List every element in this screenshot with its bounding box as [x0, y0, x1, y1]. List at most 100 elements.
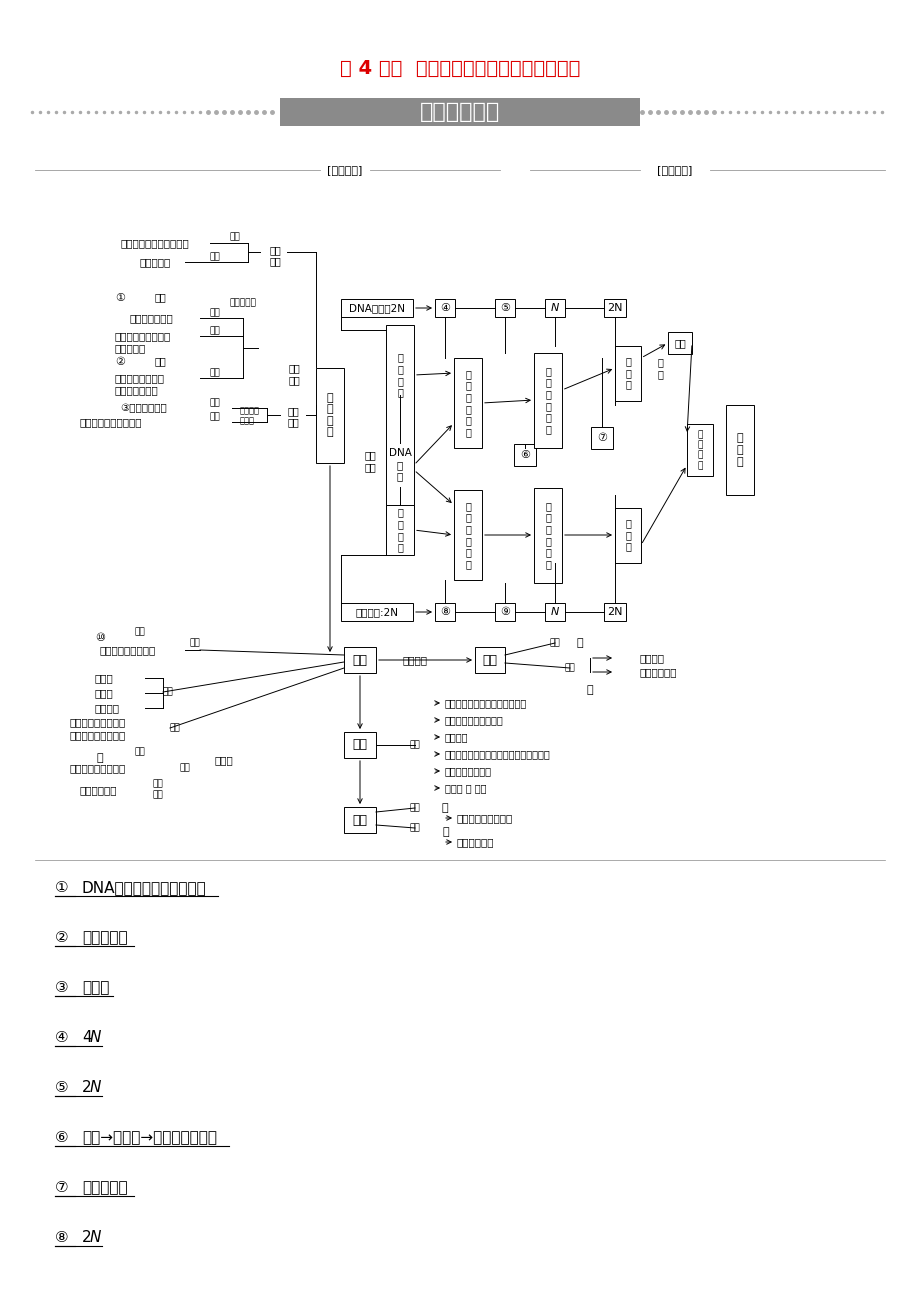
Text: 形成不同组织和器官: 形成不同组织和器官	[100, 644, 156, 655]
Bar	[344, 807, 376, 833]
Text: 证明: 证明	[153, 790, 164, 799]
Text: ⑦: ⑦	[55, 1181, 69, 1195]
Text: 细胞膜通透性改变: 细胞膜通透性改变	[445, 766, 492, 776]
Text: 植物组织培养: 植物组织培养	[80, 785, 118, 796]
Text: 稳定性: 稳定性	[95, 687, 114, 698]
Bar	[453, 490, 482, 579]
Text: 前期: 前期	[210, 398, 221, 408]
Text: 特征: 特征	[409, 741, 420, 750]
Text: ⑪: ⑪	[96, 753, 103, 763]
Text: 两个子细胞中去: 两个子细胞中去	[115, 385, 159, 395]
Text: ⑥: ⑥	[519, 450, 529, 460]
Text: ⑧: ⑧	[55, 1230, 69, 1246]
Text: 后期: 后期	[154, 355, 165, 366]
Text: 精
原
细
胞: 精 原 细 胞	[397, 353, 403, 397]
Text: ⑥: ⑥	[55, 1130, 69, 1146]
Text: ⑭降低，呼吸速率减慢: ⑭降低，呼吸速率减慢	[445, 715, 504, 725]
Text: 前期: 前期	[210, 309, 221, 318]
Text: 癌变: 癌变	[482, 654, 497, 667]
Bar	[474, 647, 505, 673]
Text: 染色体的着丝点排列: 染色体的着丝点排列	[115, 331, 171, 341]
Bar	[494, 299, 515, 316]
Text: DNA
复
制: DNA 复 制	[388, 448, 411, 482]
Text: 胞区别: 胞区别	[240, 417, 255, 426]
Text: 分裂: 分裂	[288, 375, 300, 385]
Text: 特征: 特征	[564, 664, 574, 673]
Bar	[386, 505, 414, 555]
Text: 减数: 减数	[364, 450, 376, 460]
Bar	[544, 603, 564, 621]
Bar	[298, 102, 621, 109]
Bar	[686, 424, 712, 477]
Text: N: N	[90, 1081, 101, 1095]
Text: 单元网络构建: 单元网络构建	[419, 102, 500, 122]
Text: 卵
原
细
胞: 卵 原 细 胞	[397, 508, 403, 552]
Text: ③形成机制不同: ③形成机制不同	[119, 404, 166, 413]
Text: 水分减少，体积变小，代谢减慢: 水分减少，体积变小，代谢减慢	[445, 698, 527, 708]
Text: 2: 2	[82, 1230, 92, 1246]
Bar	[604, 299, 625, 316]
Text: 细胞核体积增大，核膜皱折，染色质固缩: 细胞核体积增大，核膜皱折，染色质固缩	[445, 749, 550, 759]
Bar	[279, 98, 640, 126]
Text: 特征: 特征	[230, 233, 240, 241]
Text: 着丝点分裂: 着丝点分裂	[82, 931, 128, 945]
Text: 变
形: 变 形	[656, 357, 663, 379]
Text: 2N: 2N	[607, 303, 622, 312]
Text: 精子: 精子	[674, 339, 686, 348]
Text: ②: ②	[55, 931, 69, 945]
Text: ⑫: ⑫	[576, 638, 583, 648]
Bar	[307, 104, 612, 111]
Bar	[590, 427, 612, 449]
Text: 实质: 实质	[409, 803, 420, 812]
Text: 分裂: 分裂	[364, 462, 376, 473]
Text: ①: ①	[115, 293, 125, 303]
Text: 生物发育的基础之一: 生物发育的基础之一	[457, 812, 513, 823]
Bar	[341, 603, 413, 621]
Text: 色素积累: 色素积累	[445, 732, 468, 742]
Text: 特点: 特点	[163, 687, 174, 697]
Bar	[533, 353, 562, 448]
Text: 凋亡: 凋亡	[352, 814, 367, 827]
Text: 染色体平均分配到: 染色体平均分配到	[115, 372, 165, 383]
Text: 着丝点分裂: 着丝点分裂	[82, 1181, 128, 1195]
Bar	[341, 299, 413, 316]
Text: 卵
细
胞: 卵 细 胞	[624, 518, 630, 552]
Text: 细胞内 ⑮ 受阻: 细胞内 ⑮ 受阻	[445, 783, 486, 793]
Bar	[315, 367, 344, 462]
Text: 2N: 2N	[607, 607, 622, 617]
Text: N: N	[90, 1030, 101, 1046]
Text: 次
级
卵
母
细
胞: 次 级 卵 母 细 胞	[544, 501, 550, 569]
Text: 全能性: 全能性	[215, 755, 233, 766]
Text: ⑧: ⑧	[439, 607, 449, 617]
Text: [总揽全局]: [总揽全局]	[327, 165, 362, 174]
Text: 分裂: 分裂	[269, 256, 280, 266]
Text: 2: 2	[82, 1081, 92, 1095]
Text: 实质: 实质	[134, 628, 145, 637]
Text: 原因: 原因	[134, 747, 145, 756]
Bar	[544, 299, 564, 316]
Text: 在赤道板上: 在赤道板上	[115, 342, 146, 353]
Bar	[435, 299, 455, 316]
Text: DNA数目：2N: DNA数目：2N	[348, 303, 404, 312]
Bar	[344, 647, 376, 673]
Bar	[614, 345, 641, 401]
Text: 无限增殖: 无限增殖	[640, 654, 664, 663]
Text: ⑬: ⑬	[586, 685, 593, 695]
Text: N: N	[90, 1230, 101, 1246]
Text: ⑤: ⑤	[499, 303, 509, 312]
Bar	[453, 358, 482, 448]
Text: [精要填充]: [精要填充]	[656, 165, 692, 174]
Text: 受
精
卵: 受 精 卵	[736, 434, 743, 466]
Bar	[514, 444, 536, 466]
Bar	[667, 332, 691, 354]
Text: 使细胞趋向专门化，: 使细胞趋向专门化，	[70, 717, 126, 727]
Text: ①: ①	[55, 880, 69, 896]
Text: 联会→四分体→同源染色体分离: 联会→四分体→同源染色体分离	[82, 1130, 217, 1146]
Text: 蛙的红细胞: 蛙的红细胞	[139, 256, 170, 267]
Text: 形态结构改变: 形态结构改变	[640, 667, 676, 677]
Text: 没有纺锤丝和染色体出现: 没有纺锤丝和染色体出现	[120, 238, 189, 247]
Text: ②: ②	[115, 357, 125, 367]
Bar	[604, 603, 625, 621]
Text: 实验: 实验	[153, 780, 164, 789]
Bar	[435, 603, 455, 621]
